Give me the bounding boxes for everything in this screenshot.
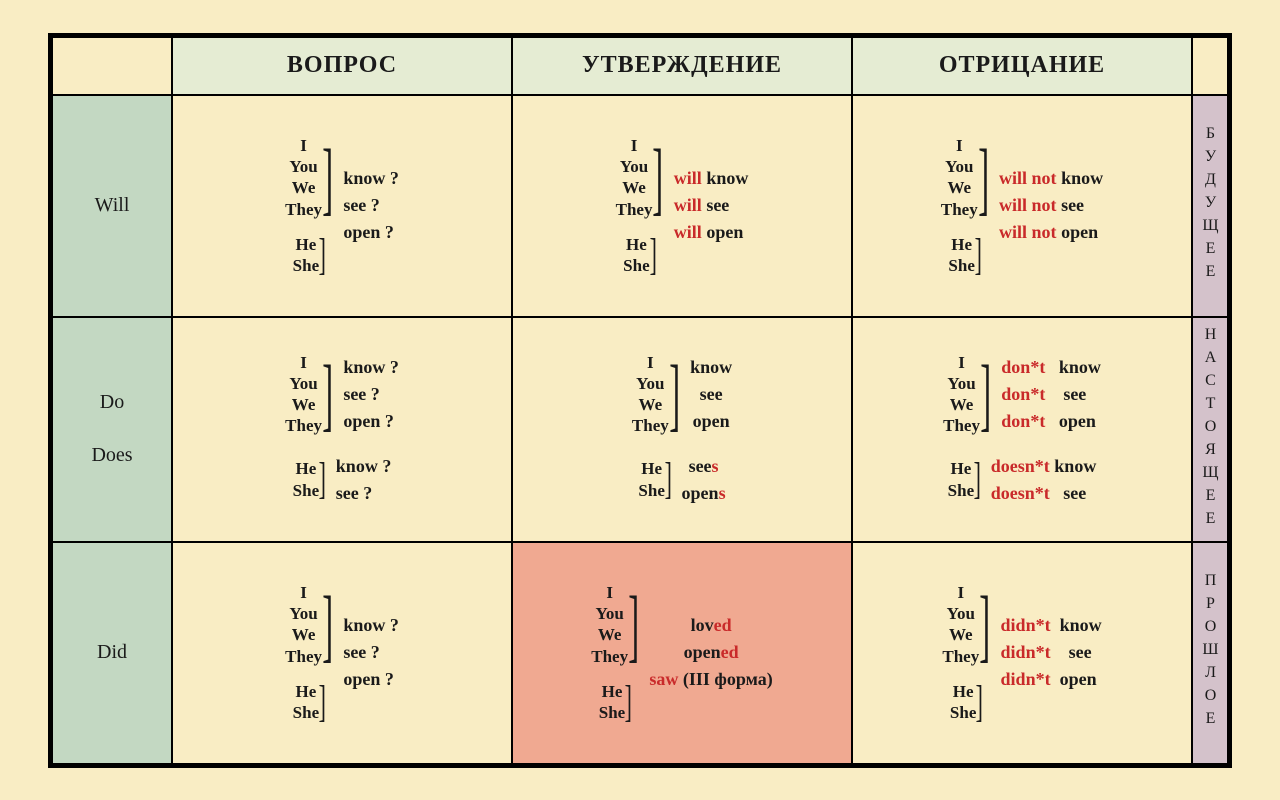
header-question: ВОПРОС: [172, 37, 512, 95]
cell-present-affirm: IYouWeThey ] knowseeopen HeShe ] sees op…: [512, 317, 852, 542]
verbs-future-a: will know will see will open: [674, 165, 749, 246]
header-empty-right: [1192, 37, 1228, 95]
side-future: БУДУЩЕЕ: [1192, 95, 1228, 317]
grammar-table: ВОПРОС УТВЕРЖДЕНИЕ ОТРИЦАНИЕ Will IYouWe…: [48, 33, 1232, 768]
verbs-past-a: loved opened saw (III форма): [649, 612, 772, 693]
row-future: Will IYouWeThey ] HeShe ]: [52, 95, 1228, 317]
header-empty: [52, 37, 172, 95]
cell-present-neg: IYouWeThey ] don*t know don*t see don*t …: [852, 317, 1192, 542]
row-present: Do Does IYouWeThey ] know ?see ?open ? H…: [52, 317, 1228, 542]
row-label-present: Do Does: [52, 317, 172, 542]
cell-future-question: IYouWeThey ] HeShe ] know ?see ?open ?: [172, 95, 512, 317]
pronoun-group2: HeShe: [293, 234, 319, 277]
cell-past-neg: IYouWeThey ] HeShe ] didn*t know didn*t …: [852, 542, 1192, 764]
header-affirmative: УТВЕРЖДЕНИЕ: [512, 37, 852, 95]
pronoun-group1: IYouWeThey: [285, 135, 322, 220]
row-label-will: Will: [52, 95, 172, 317]
header-negative: ОТРИЦАНИЕ: [852, 37, 1192, 95]
verbs-future-q: know ?see ?open ?: [343, 165, 399, 246]
side-past: ПРОШЛОЕ: [1192, 542, 1228, 764]
verbs-future-n: will not know will not see will not open: [999, 165, 1103, 246]
row-label-did: Did: [52, 542, 172, 764]
cell-past-affirm: IYouWeThey ] HeShe ] loved opened saw (I…: [512, 542, 852, 764]
cell-future-neg: IYouWeThey ] HeShe ] will not know will …: [852, 95, 1192, 317]
verbs-past-n: didn*t know didn*t see didn*t open: [1001, 612, 1102, 693]
cell-future-affirm: IYouWeThey ] HeShe ] will know will see …: [512, 95, 852, 317]
cell-present-question: IYouWeThey ] know ?see ?open ? HeShe ] k…: [172, 317, 512, 542]
row-past: Did IYouWeThey ] HeShe ] know ?see ?open…: [52, 542, 1228, 764]
side-present: НАСТОЯЩЕЕ: [1192, 317, 1228, 542]
cell-past-question: IYouWeThey ] HeShe ] know ?see ?open ?: [172, 542, 512, 764]
header-row: ВОПРОС УТВЕРЖДЕНИЕ ОТРИЦАНИЕ: [52, 37, 1228, 95]
